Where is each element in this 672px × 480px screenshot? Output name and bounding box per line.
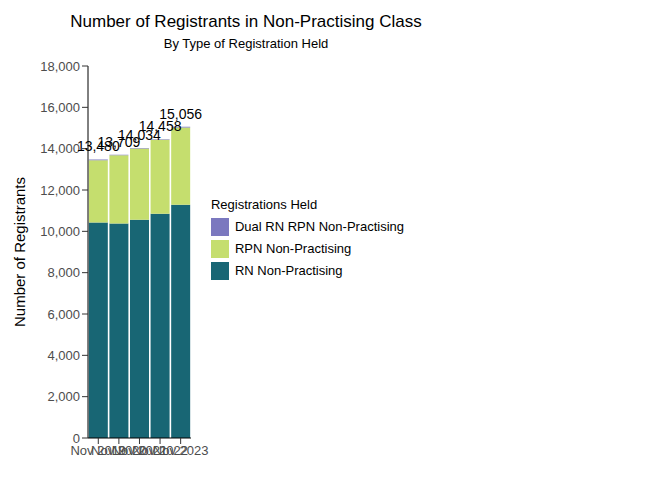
svg-text:Nov 2023: Nov 2023 — [153, 443, 209, 458]
svg-text:0: 0 — [73, 431, 80, 446]
svg-text:12,000: 12,000 — [40, 183, 80, 198]
html-text:Number of Registrants in Non-P: Number of Registrants in Non-Practising … — [70, 12, 422, 31]
svg-text:18,000: 18,000 — [40, 59, 80, 74]
html-text:Registrations Held: Registrations Held — [210, 196, 318, 212]
svg-text:16,000: 16,000 — [40, 100, 80, 115]
html-text:By Type of Registration Held: By Type of Registration Held — [163, 36, 329, 51]
svg-text:6,000: 6,000 — [47, 307, 80, 322]
svg-text:14,000: 14,000 — [40, 141, 80, 156]
svg-text:4,000: 4,000 — [47, 348, 80, 363]
html-text:Dual RN RPN Non-Practising: Dual RN RPN Non-Practising — [234, 219, 404, 234]
svg-text:14,458: 14,458 — [138, 118, 182, 135]
svg-text:10,000: 10,000 — [40, 224, 80, 239]
svg-text:Number of Registrants: Number of Registrants — [11, 177, 28, 327]
svg-text:8,000: 8,000 — [47, 265, 80, 280]
svg-text:2,000: 2,000 — [47, 389, 80, 404]
svg-text:14,034: 14,034 — [118, 127, 161, 143]
html-text:RN Non-Practising: RN Non-Practising — [234, 263, 343, 278]
svg-text:15,056: 15,056 — [159, 106, 202, 122]
html-text:RPN Non-Practising: RPN Non-Practising — [234, 241, 352, 256]
